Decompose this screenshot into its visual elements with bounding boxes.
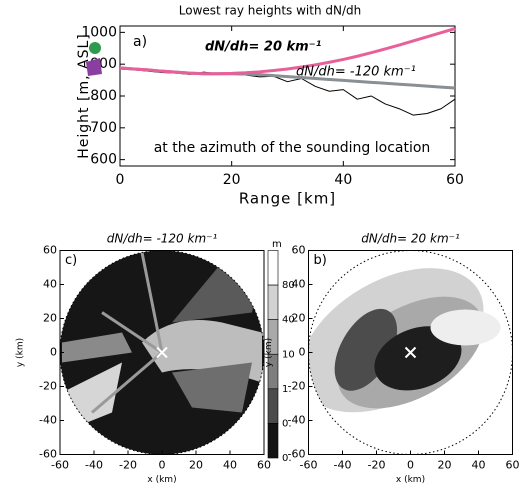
y-tick-label: -40 bbox=[39, 414, 57, 427]
y-tick-label: 20 bbox=[43, 312, 57, 325]
y-tick-label: 0 bbox=[299, 346, 306, 359]
x-tick-label: -20 bbox=[368, 459, 386, 472]
y-tick-label: -40 bbox=[288, 414, 306, 427]
x-tick-label: 40 bbox=[334, 172, 352, 188]
x-tick-label: -40 bbox=[334, 459, 352, 472]
x-tick-label: 60 bbox=[257, 459, 271, 472]
y-axis-label: y (km) bbox=[264, 338, 274, 367]
terrain bbox=[430, 309, 501, 346]
x-axis-label: x (km) bbox=[147, 475, 176, 485]
y-tick-label: 1000 bbox=[81, 24, 117, 40]
map-title: dN/dh= -120 km⁻¹ bbox=[107, 232, 218, 246]
legend-label: dN/dh= -120 km⁻¹ bbox=[296, 65, 416, 80]
terrain bbox=[374, 326, 462, 391]
y-tick-label: 60 bbox=[43, 244, 57, 257]
y-tick-label: 40 bbox=[292, 278, 306, 291]
map-image bbox=[308, 250, 513, 455]
x-tick-label: -60 bbox=[51, 459, 69, 472]
sounding-marker bbox=[156, 346, 168, 359]
x-tick-label: 0 bbox=[159, 459, 166, 472]
x-tick-label: 20 bbox=[438, 459, 452, 472]
y-axis-label: Height [m, ASL] bbox=[76, 33, 92, 158]
x-tick-label: 40 bbox=[472, 459, 486, 472]
terrain bbox=[62, 332, 132, 363]
colorbar-label: 10 bbox=[282, 349, 295, 360]
panel-label: c) bbox=[65, 253, 77, 268]
x-tick-label: 20 bbox=[189, 459, 203, 472]
colorbar-label: 0. bbox=[282, 453, 292, 464]
y-tick-label: 40 bbox=[43, 278, 57, 291]
ridge bbox=[91, 252, 164, 414]
colorbar-unit: m bbox=[272, 239, 282, 250]
y-tick-label: 600 bbox=[90, 152, 117, 168]
colorbar-label: 1. bbox=[282, 384, 292, 395]
series-line bbox=[119, 27, 456, 76]
panel-label: a) bbox=[133, 34, 147, 50]
annotation: at the azimuth of the sounding location bbox=[154, 140, 431, 156]
colorbar-segment bbox=[267, 388, 279, 424]
x-tick-label: 60 bbox=[506, 459, 520, 472]
colorbar-segment bbox=[267, 284, 279, 320]
colorbar-label: 0. bbox=[282, 418, 292, 429]
x-axis-label: Range [km] bbox=[239, 190, 336, 208]
y-tick-label: 800 bbox=[90, 88, 117, 104]
chart-title: Lowest ray heights with dN/dh bbox=[179, 4, 361, 18]
icon bbox=[89, 42, 101, 54]
panel-label: b) bbox=[314, 253, 327, 268]
x-tick-label: -60 bbox=[300, 459, 318, 472]
colorbar-segment bbox=[267, 423, 279, 459]
icon bbox=[86, 58, 102, 76]
x-tick-label: 0 bbox=[407, 459, 414, 472]
x-tick-label: 40 bbox=[223, 459, 237, 472]
x-tick-label: -20 bbox=[119, 459, 137, 472]
x-tick-label: 60 bbox=[446, 172, 464, 188]
y-tick-label: -60 bbox=[288, 448, 306, 461]
x-tick-label: 0 bbox=[116, 172, 125, 188]
y-tick-label: 60 bbox=[292, 244, 306, 257]
y-tick-label: -20 bbox=[39, 380, 57, 393]
y-tick-label: 700 bbox=[90, 120, 117, 136]
colorbar-segment bbox=[267, 250, 279, 286]
map-title: dN/dh= 20 km⁻¹ bbox=[361, 232, 460, 246]
x-tick-label: 20 bbox=[223, 172, 241, 188]
y-tick-label: -60 bbox=[39, 448, 57, 461]
y-tick-label: -20 bbox=[288, 380, 306, 393]
y-axis-label: y (km) bbox=[16, 338, 26, 367]
y-tick-label: 20 bbox=[292, 312, 306, 325]
colorbar-label: 40 bbox=[282, 315, 295, 326]
terrain bbox=[172, 362, 252, 413]
legend-label: dN/dh= 20 km⁻¹ bbox=[205, 40, 322, 55]
x-axis-label: x (km) bbox=[396, 475, 425, 485]
x-tick-label: -40 bbox=[85, 459, 103, 472]
y-tick-label: 0 bbox=[50, 346, 57, 359]
sounding-marker bbox=[404, 346, 417, 359]
colorbar-label: 80 bbox=[282, 280, 295, 291]
